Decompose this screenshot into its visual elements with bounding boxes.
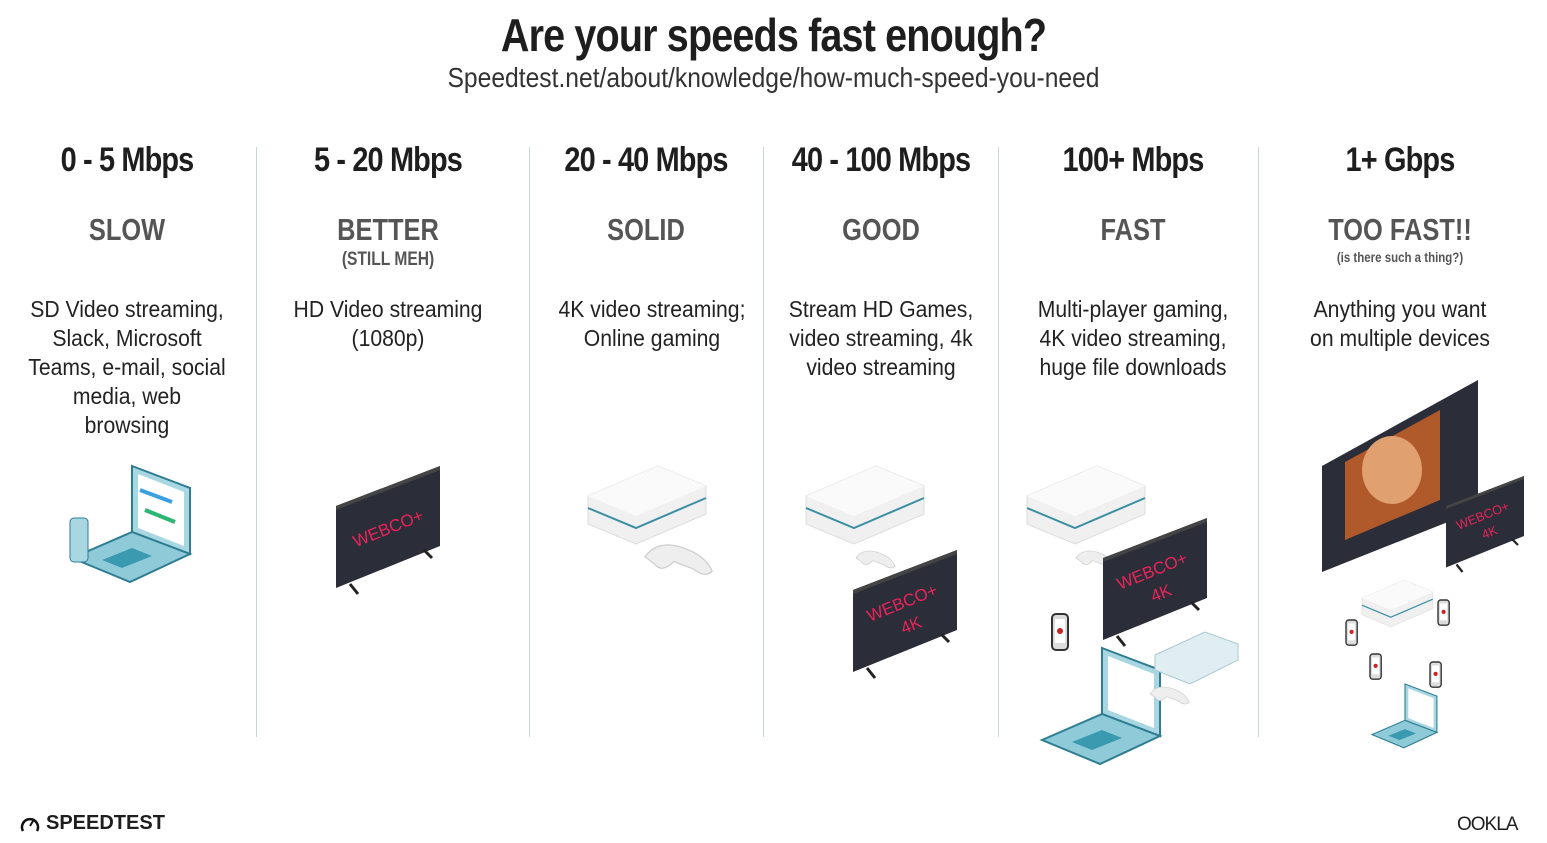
divider <box>256 147 257 737</box>
large-tv-icon <box>1322 380 1478 572</box>
laptop-icon <box>69 465 191 583</box>
tier-speed: 20 - 40 Mbps <box>564 141 728 179</box>
tier-note: (is there such a thing?) <box>1336 249 1464 265</box>
tier-too-fast: 1+ Gbps TOO FAST!! (is there such a thin… <box>1275 140 1525 266</box>
tier-description: HD Video streaming (1080p) <box>293 296 483 351</box>
game-console-icon <box>587 465 713 575</box>
tier-solid: 20 - 40 Mbps SOLID <box>530 140 762 248</box>
speedtest-wordmark: SPEEDTEST <box>46 812 165 834</box>
tier-description: Stream HD Games, video streaming, 4k vid… <box>788 296 974 380</box>
ookla-logo: OOKLA <box>1457 814 1518 835</box>
tier-slow: 0 - 5 Mbps SLOW <box>2 140 252 248</box>
tier-fast: 100+ Mbps FAST <box>1008 140 1258 248</box>
tier-level: SOLID <box>607 212 685 247</box>
divider <box>1258 147 1259 737</box>
divider <box>529 147 530 737</box>
tv-4k-icon <box>1101 516 1209 648</box>
tier-note: (STILL MEH) <box>341 249 435 270</box>
divider <box>998 147 999 737</box>
tier-description: Anything you want on multiple devices <box>1310 296 1490 351</box>
phone-icon <box>1051 613 1069 651</box>
phone-icon <box>1437 599 1450 626</box>
tier-speed: 5 - 20 Mbps <box>313 141 463 179</box>
tier-good: 40 - 100 Mbps GOOD <box>764 140 998 248</box>
tier-level: FAST <box>1100 212 1166 247</box>
speedtest-logo: SPEEDTEST <box>20 812 165 835</box>
tier-speed: 0 - 5 Mbps <box>60 141 195 179</box>
phone-icon <box>1345 619 1358 646</box>
phone-icon <box>1369 653 1382 680</box>
tier-speed: 1+ Gbps <box>1345 141 1456 179</box>
tier-description: 4K video streaming; Online gaming <box>558 296 746 351</box>
divider <box>763 147 764 737</box>
page-title: Are your speeds fast enough? <box>500 9 1047 61</box>
tier-level: TOO FAST!! <box>1328 212 1472 247</box>
game-console-icon <box>1361 579 1434 628</box>
gauge-icon <box>20 817 40 832</box>
tier-description: Multi-player gaming, 4K video streaming,… <box>1037 296 1229 380</box>
laptop-icon <box>1041 647 1161 765</box>
tier-level: BETTER <box>337 212 439 247</box>
source-url: Speedtest.net/about/knowledge/how-much-s… <box>447 62 1100 93</box>
tier-level: SLOW <box>88 212 166 247</box>
tier-level: GOOD <box>842 212 920 247</box>
tier-description: SD Video streaming, Slack, Microsoft Tea… <box>28 296 226 438</box>
tier-speed: 100+ Mbps <box>1062 141 1205 179</box>
tier-better: 5 - 20 Mbps BETTER (STILL MEH) <box>263 140 513 271</box>
game-console-icon <box>805 465 925 569</box>
game-console-icon <box>1149 631 1239 705</box>
tv-4k-icon <box>851 548 959 680</box>
tier-speed: 40 - 100 Mbps <box>791 141 971 179</box>
laptop-icon <box>1371 683 1438 749</box>
phone-icon <box>1429 661 1442 688</box>
tv-icon <box>334 464 442 596</box>
